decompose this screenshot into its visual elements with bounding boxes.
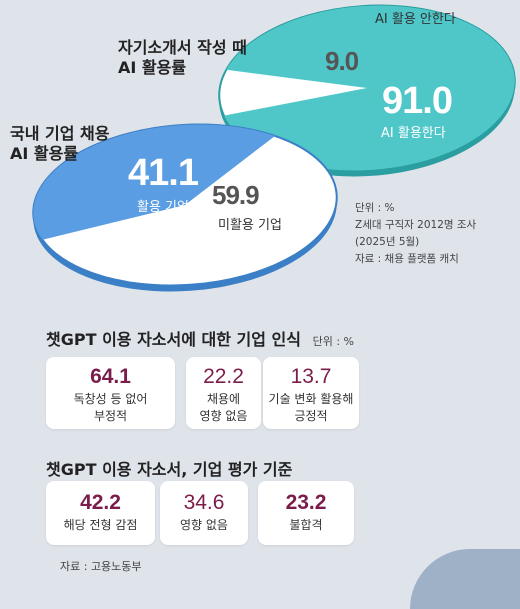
- card-label-line1: 독창성 등 없어: [73, 392, 148, 406]
- pie2-title-line2: AI 활용률: [10, 144, 79, 163]
- note-unit: 단위 : %: [355, 202, 395, 214]
- pie2-small-label: 미활용 기업: [218, 218, 282, 233]
- note-source: 자료 : 채용 플랫폼 캐치: [355, 253, 459, 265]
- pie1-title-line1: 자기소개서 작성 때: [118, 38, 247, 57]
- survey-notes: 단위 : % Z세대 구직자 2012명 조사 (2025년 5월) 자료 : …: [355, 200, 476, 268]
- card-label: 불합격: [289, 518, 323, 532]
- card-value: 22.2: [203, 365, 244, 388]
- card-label: 해당 전형 감점: [63, 518, 138, 532]
- card-label-line2: 긍정적: [294, 409, 328, 423]
- card-value: 64.1: [90, 365, 131, 388]
- section1-card-1: 64.1 독창성 등 없어 부정적: [46, 357, 175, 429]
- pie1-slice-AI 활용한다: [224, 5, 515, 171]
- pie2-slice-활용 기업: [33, 124, 276, 240]
- pie1-small-label: AI 활용 안한다: [375, 12, 456, 27]
- pie2-title-line1: 국내 기업 채용: [10, 124, 110, 143]
- section1-card-2: 22.2 채용에 영향 없음: [186, 357, 261, 429]
- pie2-big-value: 41.1: [128, 152, 199, 194]
- section2-card-2: 34.6 영향 없음: [160, 481, 248, 545]
- section1-title-text: 챗GPT 이용 자소서에 대한 기업 인식: [46, 330, 301, 349]
- footer-source: 자료 : 고용노동부: [60, 560, 142, 573]
- section2-card-3: 23.2 불합격: [258, 481, 354, 545]
- pie1-title: 자기소개서 작성 때 AI 활용률: [118, 38, 247, 78]
- pie-charts: [32, 4, 516, 292]
- pie2-big-label: 활용 기업: [137, 200, 189, 215]
- card-label-line2: 부정적: [93, 409, 128, 423]
- card-value: 23.2: [285, 491, 327, 514]
- pie1-title-line2: AI 활용률: [118, 58, 187, 77]
- card-value: 42.2: [80, 491, 121, 514]
- card-label-line2: 영향 없음: [199, 409, 248, 423]
- section1-card-3: 13.7 기술 변화 활용해 긍정적: [263, 357, 359, 429]
- card-label: 영향 없음: [180, 518, 228, 532]
- pie1-small-value: 9.0: [325, 46, 359, 76]
- card-label-line1: 기술 변화 활용해: [268, 392, 354, 406]
- pie1-big-value: 91.0: [382, 80, 453, 122]
- pie2-small-value: 59.9: [212, 180, 260, 210]
- section2-title: 챗GPT 이용 자소서, 기업 평가 기준: [46, 460, 293, 479]
- card-label-line1: 채용에: [206, 392, 241, 406]
- section1-unit: 단위 : %: [312, 335, 354, 348]
- decorative-shape: [410, 549, 520, 609]
- note-survey: Z세대 구직자 2012명 조사: [355, 219, 477, 231]
- section1-title: 챗GPT 이용 자소서에 대한 기업 인식 단위 : %: [46, 326, 354, 350]
- card-value: 13.7: [290, 365, 332, 388]
- note-date: (2025년 5월): [355, 236, 420, 248]
- pie1-big-label: AI 활용한다: [381, 126, 446, 141]
- section2-card-1: 42.2 해당 전형 감점: [46, 481, 155, 545]
- card-value: 34.6: [183, 491, 225, 514]
- pie2-title: 국내 기업 채용 AI 활용률: [10, 124, 109, 164]
